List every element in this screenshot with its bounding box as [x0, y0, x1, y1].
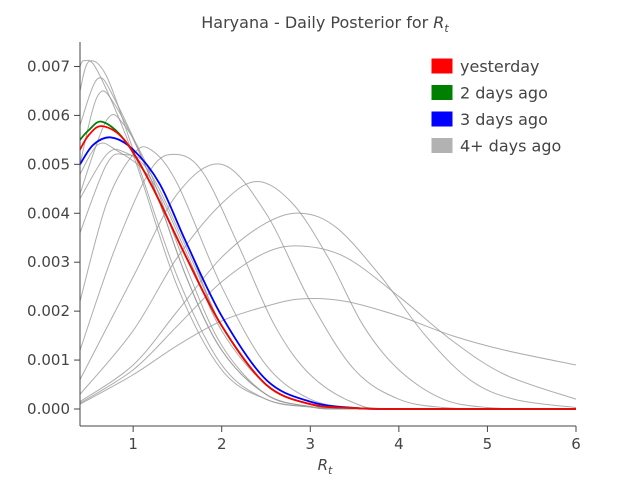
x-tick-label: 6 [571, 435, 581, 453]
series-line-4-days-ago [79, 180, 576, 410]
x-tick-label: 3 [306, 435, 316, 453]
series-layer [79, 59, 577, 410]
legend-label: 4+ days ago [460, 137, 561, 156]
x-tick-label: 1 [128, 435, 138, 453]
y-tick-label: 0.001 [27, 351, 70, 369]
y-tick-label: 0.000 [27, 400, 70, 418]
series-line-4-days-ago [79, 212, 577, 409]
series-line-4-days-ago [79, 163, 576, 410]
legend-label: yesterday [460, 57, 540, 76]
legend-swatch [431, 138, 453, 153]
legend: yesterday 2 days ago 3 days ago 4+ days ago [431, 57, 561, 156]
x-tick-label: 5 [483, 435, 493, 453]
x-axis-label-var: R [318, 456, 328, 474]
series-line-4-days-ago [79, 113, 576, 410]
chart-title-var: R [433, 13, 444, 32]
series-line-yesterday [79, 125, 576, 410]
y-tick-label: 0.007 [27, 57, 70, 75]
series-line-4-days-ago [79, 153, 576, 410]
x-tick-label: 4 [394, 435, 404, 453]
chart-title-prefix: Haryana - Daily Posterior for [201, 13, 433, 32]
series-line-4-days-ago [79, 245, 577, 404]
x-axis-label: Rt [318, 456, 333, 477]
series-line-3-days-ago [79, 136, 576, 410]
x-axis-label-sub: t [328, 464, 333, 477]
legend-label: 3 days ago [460, 110, 548, 129]
legend-label: 2 days ago [460, 84, 548, 103]
x-tick-label: 2 [217, 435, 227, 453]
legend-swatch [431, 111, 453, 127]
y-tick-label: 0.004 [27, 204, 70, 222]
y-tick-label: 0.002 [27, 302, 70, 320]
legend-swatch [431, 58, 453, 74]
y-axis-ticks: 0.000 0.001 0.002 0.003 0.004 0.005 0.006 0.007 [27, 57, 80, 418]
y-tick-label: 0.003 [27, 253, 70, 271]
chart-title-sub: t [444, 22, 449, 35]
chart-title: Haryana - Daily Posterior for Rt [201, 13, 449, 35]
series-line-4-days-ago [79, 146, 576, 410]
y-tick-label: 0.005 [27, 155, 70, 173]
series-line-4-days-ago [79, 298, 577, 405]
legend-swatch [431, 85, 453, 100]
y-tick-label: 0.006 [27, 106, 70, 124]
x-axis-ticks: 1 2 3 4 5 6 [128, 426, 581, 453]
